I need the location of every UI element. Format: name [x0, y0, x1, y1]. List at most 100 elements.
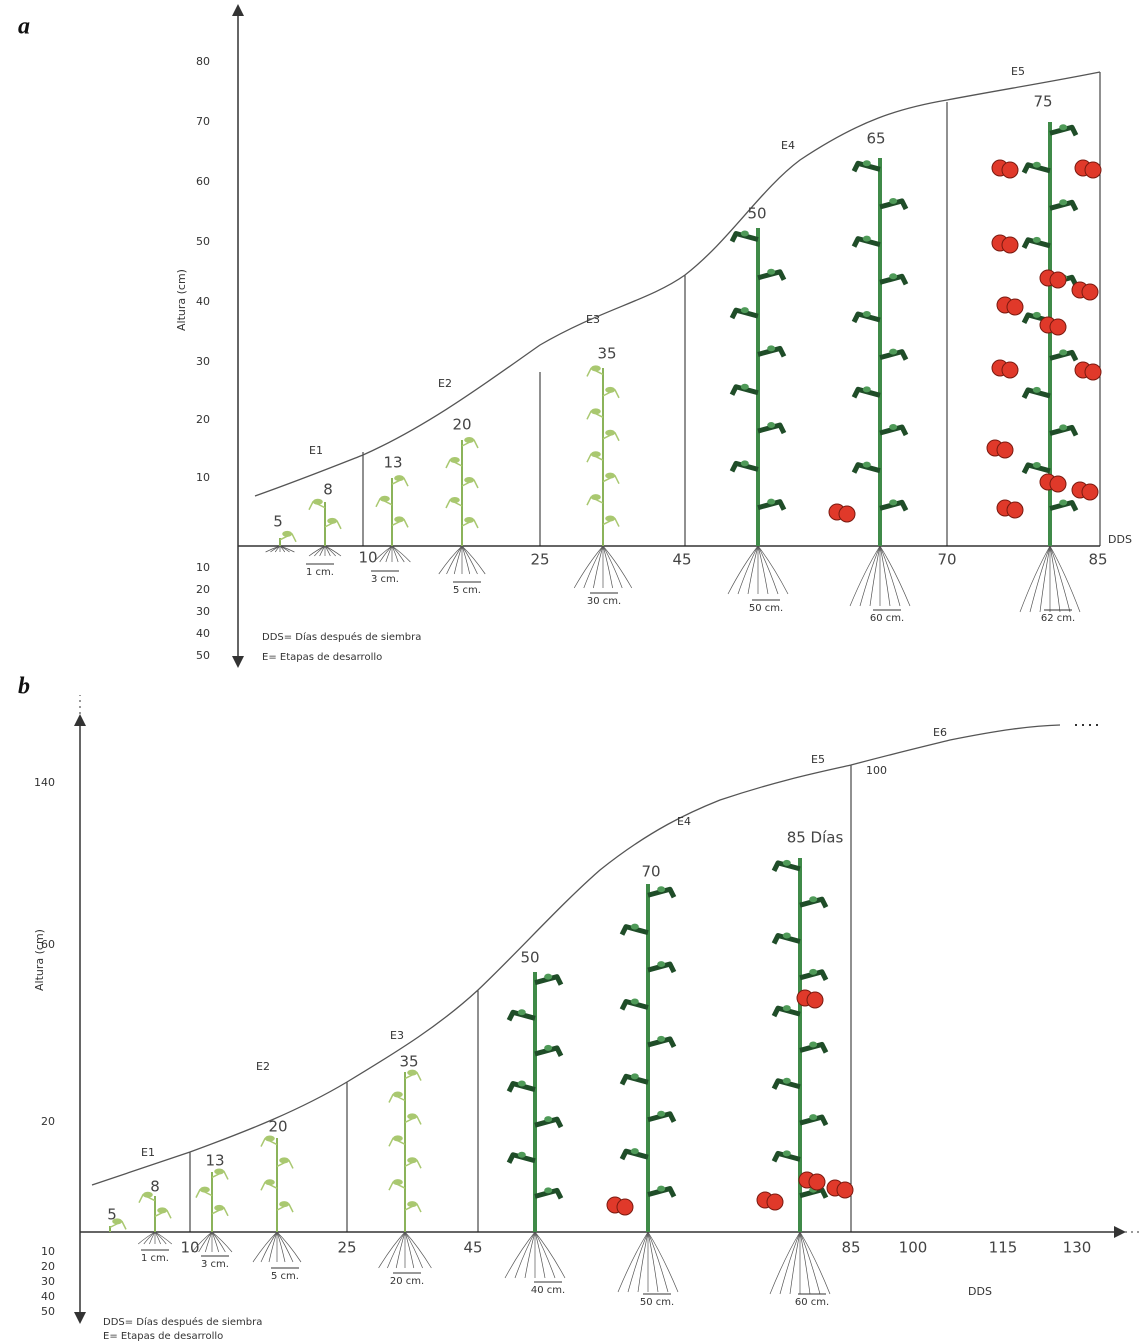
leaflet [741, 460, 749, 466]
x-tick-label: 10 [180, 1239, 199, 1257]
leaflet [657, 1186, 665, 1192]
y-tick-label: 30 [41, 1275, 55, 1288]
root [860, 546, 880, 606]
stage-label: E2 [256, 1060, 270, 1073]
y-tick-label: 50 [196, 235, 210, 248]
x-tick-label: 115 [989, 1239, 1018, 1257]
leaflet [214, 1205, 224, 1211]
x-axis-title: DDS [968, 1285, 992, 1298]
root [880, 546, 900, 606]
plant-age: 8 [150, 1178, 160, 1196]
y-tick-label: 10 [41, 1245, 55, 1258]
stage-label: E5 [1011, 65, 1025, 78]
x-tick-label: 70 [937, 551, 956, 569]
y-tick-label: 10 [196, 561, 210, 574]
plant-age: 8 [323, 481, 333, 499]
leaflet [631, 998, 639, 1004]
note: DDS= Días después de siembra [262, 631, 421, 643]
y-tick-label: 60 [196, 175, 210, 188]
root [738, 546, 758, 594]
leaflet [450, 457, 460, 463]
leaflet [809, 1041, 817, 1047]
y-axis-title: Altura (cm) [175, 269, 188, 331]
leaflet [464, 437, 474, 443]
stage-label: E1 [141, 1146, 155, 1159]
root-depth: 1 cm. [141, 1253, 169, 1264]
leaflet [279, 1201, 289, 1207]
plant [757, 858, 853, 1294]
tomato [1050, 272, 1066, 288]
leaflet [889, 349, 897, 355]
y-tick-label: 20 [41, 1115, 55, 1128]
root [1030, 546, 1050, 612]
leaflet [380, 496, 390, 502]
stage-label: E4 [677, 815, 691, 828]
root [770, 1232, 800, 1294]
stage-label: E3 [586, 313, 600, 326]
leaflet [809, 896, 817, 902]
plant-age: 5 [107, 1206, 117, 1224]
plant-age: 70 [641, 863, 660, 881]
root [728, 546, 758, 594]
leaflet [889, 198, 897, 204]
leaflet [863, 160, 871, 166]
root [1020, 546, 1050, 612]
plant-age: 20 [452, 416, 471, 434]
root-depth: 62 cm. [1041, 613, 1075, 624]
plant-age: 65 [866, 130, 885, 148]
x-tick-label: 25 [337, 1239, 356, 1257]
leaflet [327, 518, 337, 524]
panel-label: a [18, 14, 30, 40]
tomato [809, 1174, 825, 1190]
root-depth: 60 cm. [870, 613, 904, 624]
leaflet [863, 386, 871, 392]
root [405, 1232, 431, 1268]
leaflet [544, 974, 552, 980]
root [405, 1232, 423, 1268]
leaflet [1033, 387, 1041, 393]
root [379, 1232, 405, 1268]
root [280, 546, 294, 552]
tomato [1085, 162, 1101, 178]
root-depth: 1 cm. [306, 567, 334, 578]
leaflet [1059, 349, 1067, 355]
x-tick-label: 130 [1063, 1239, 1092, 1257]
root [155, 1232, 172, 1244]
leaflet [1033, 462, 1041, 468]
root [462, 546, 485, 574]
y-tick-label: 70 [196, 115, 210, 128]
leaflet [393, 1179, 403, 1185]
leaflet [450, 497, 460, 503]
leaflet [783, 1078, 791, 1084]
leaflet [518, 1009, 526, 1015]
leaflet [157, 1207, 167, 1213]
y-axis-title: Altura (cm) [33, 929, 46, 991]
leaflet [464, 477, 474, 483]
leaflet [783, 860, 791, 866]
y-tick-label: 20 [41, 1260, 55, 1273]
leaflet [200, 1187, 210, 1193]
tomato [767, 1194, 783, 1210]
leaflet [783, 933, 791, 939]
root [758, 546, 778, 594]
leaflet [394, 475, 404, 481]
leaflet [1059, 124, 1067, 130]
root [574, 546, 603, 588]
plant-age: 35 [399, 1053, 418, 1071]
root [253, 1232, 277, 1262]
root [1050, 546, 1070, 612]
leaflet [1033, 237, 1041, 243]
plant [574, 365, 632, 588]
root-depth: 60 cm. [795, 1297, 829, 1308]
leaflet [279, 1157, 289, 1163]
tomato [839, 506, 855, 522]
plant [987, 122, 1101, 612]
note: E= Etapas de desarrollo [103, 1331, 223, 1342]
y-tick-label: 10 [196, 471, 210, 484]
leaflet [605, 516, 615, 522]
stage-label: E2 [438, 377, 452, 390]
leaflet [1059, 424, 1067, 430]
root [628, 1232, 648, 1292]
plant-age: 85 Días [787, 829, 844, 847]
root-depth: 50 cm. [640, 1297, 674, 1308]
